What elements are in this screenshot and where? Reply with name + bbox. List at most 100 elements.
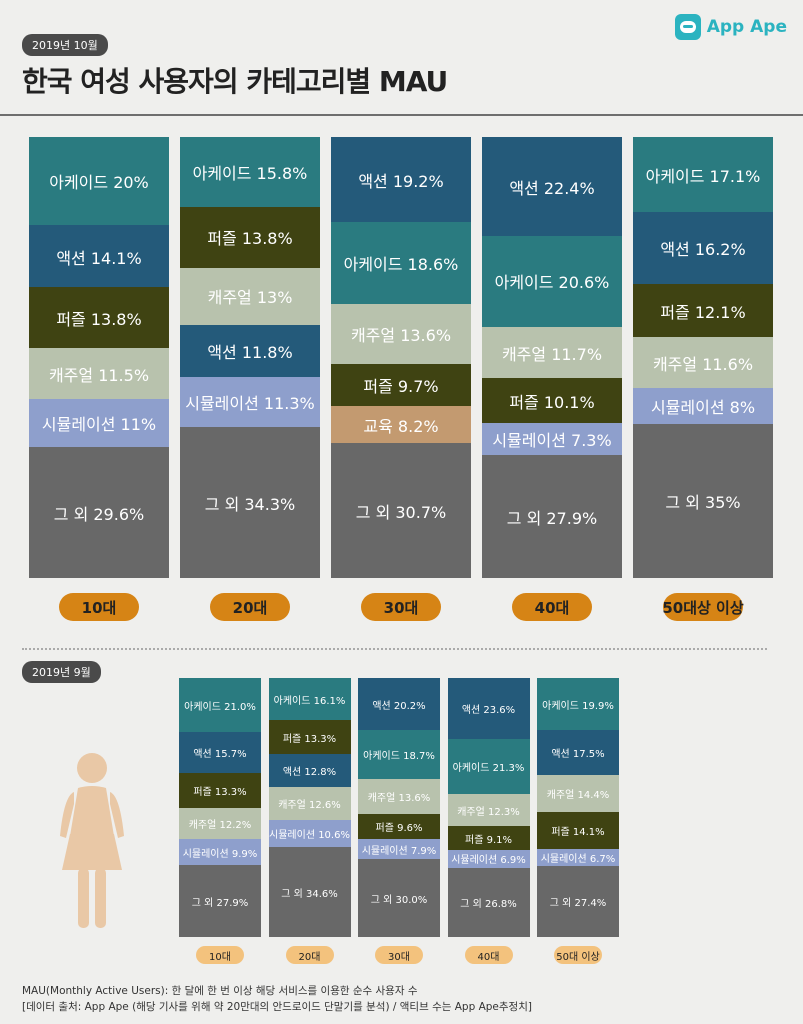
bar-segment-20대-퍼즐: 퍼즐 13.8% xyxy=(180,206,320,269)
segment-label: 그 외 34.6% xyxy=(281,888,338,900)
segment-label: 그 외 27.9% xyxy=(191,897,249,909)
segment-label: 교육 8.2% xyxy=(363,416,439,436)
segment-label: 퍼즐 12.1% xyxy=(660,302,746,322)
bar-segment-30대-캐주얼: 캐주얼 13.6% xyxy=(358,778,440,815)
segment-label: 아케이드 21.0% xyxy=(184,701,256,713)
date-badge-september: 2019년 9월 xyxy=(22,661,101,683)
app-ape-icon xyxy=(674,14,701,40)
age-label-40대: 40대 xyxy=(512,593,592,621)
segment-label: 퍼즐 14.1% xyxy=(551,827,605,839)
brand-logo: App Ape xyxy=(674,14,787,40)
segment-label: 그 외 29.6% xyxy=(53,504,145,524)
segment-label: 캐주얼 12.3% xyxy=(457,806,520,818)
bar-segment-40대-퍼즐: 퍼즐 9.1% xyxy=(447,826,530,851)
title-divider xyxy=(0,114,803,116)
page-title: 한국 여성 사용자의 카테고리별 MAU xyxy=(22,65,448,98)
segment-label: 퍼즐 13.8% xyxy=(207,229,293,249)
bar-segment-30대-아케이드: 아케이드 18.6% xyxy=(331,221,471,305)
segment-label: 시뮬레이션 11.3% xyxy=(185,394,315,414)
segment-label: 캐주얼 12.2% xyxy=(188,820,252,832)
segment-label: 시뮬레이션 9.9% xyxy=(182,848,258,860)
section-divider xyxy=(22,648,767,650)
bar-segment-30대-캐주얼: 캐주얼 13.6% xyxy=(331,303,471,365)
segment-label: 캐주얼 11.6% xyxy=(652,355,754,375)
bar-segment-40대-퍼즐: 퍼즐 10.1% xyxy=(482,378,622,424)
bar-segment-40대-그-외: 그 외 27.9% xyxy=(482,454,622,579)
segment-label: 캐주얼 14.4% xyxy=(546,790,610,802)
bar-segment-40대-그-외: 그 외 26.8% xyxy=(447,867,530,938)
segment-label: 액션 16.2% xyxy=(660,240,746,260)
segment-label: 액션 20.2% xyxy=(372,700,426,712)
bar-segment-30대-퍼즐: 퍼즐 9.6% xyxy=(358,813,440,840)
segment-label: 캐주얼 13.6% xyxy=(367,793,431,805)
segment-label: 시뮬레이션 6.9% xyxy=(451,855,526,867)
bar-segment-20대-시뮬레이션: 시뮬레이션 10.6% xyxy=(268,819,351,848)
woman-icon xyxy=(52,752,132,934)
bar-segment-30대-그-외: 그 외 30.7% xyxy=(331,442,471,579)
segment-label: 액션 11.8% xyxy=(207,343,293,363)
segment-label: 액션 22.4% xyxy=(509,178,595,198)
bar-segment-40대-액션: 액션 23.6% xyxy=(447,678,530,740)
bar-segment-50대-이상-시뮬레이션: 시뮬레이션 6.7% xyxy=(537,848,619,867)
bar-segment-20대-그-외: 그 외 34.6% xyxy=(268,847,351,938)
segment-label: 시뮬레이션 11% xyxy=(41,415,157,435)
age-label-20대: 20대 xyxy=(210,593,290,621)
segment-label: 아케이드 21.3% xyxy=(452,763,525,775)
segment-label: 시뮬레이션 7.9% xyxy=(361,845,437,857)
age-label-10대: 10대 xyxy=(59,593,139,621)
bar-segment-50대-이상-액션: 액션 17.5% xyxy=(537,729,619,776)
segment-label: 퍼즐 13.8% xyxy=(56,310,142,330)
segment-label: 그 외 30.0% xyxy=(370,894,428,906)
bar-segment-50대-이상-캐주얼: 캐주얼 14.4% xyxy=(537,774,619,813)
bar-segment-10대-그-외: 그 외 27.9% xyxy=(179,864,261,938)
bar-segment-50대상-이상-그-외: 그 외 35% xyxy=(633,423,773,579)
bar-segment-20대-퍼즐: 퍼즐 13.3% xyxy=(268,719,351,755)
bar-segment-20대-그-외: 그 외 34.3% xyxy=(180,426,320,579)
segment-label: 아케이드 20% xyxy=(49,173,149,193)
segment-label: 캐주얼 11.7% xyxy=(501,344,603,364)
segment-label: 아케이드 17.1% xyxy=(645,166,761,186)
bar-segment-20대-캐주얼: 캐주얼 13% xyxy=(180,267,320,326)
bar-segment-50대상-이상-캐주얼: 캐주얼 11.6% xyxy=(633,337,773,389)
bar-segment-40대-아케이드: 아케이드 20.6% xyxy=(482,235,622,328)
age-label-50대상-이상: 50대상 이상 xyxy=(662,593,744,621)
segment-label: 시뮬레이션 10.6% xyxy=(269,830,350,842)
bar-segment-50대-이상-그-외: 그 외 27.4% xyxy=(537,866,619,938)
segment-label: 아케이드 19.9% xyxy=(542,700,614,712)
segment-label: 퍼즐 9.6% xyxy=(375,823,423,835)
segment-label: 캐주얼 13% xyxy=(207,288,293,308)
bar-segment-30대-교육: 교육 8.2% xyxy=(331,406,471,444)
bar-segment-10대-액션: 액션 14.1% xyxy=(29,225,169,288)
age-label-30대: 30대 xyxy=(361,593,441,621)
segment-label: 아케이드 16.1% xyxy=(273,695,346,707)
age-label-10대: 10대 xyxy=(196,946,244,964)
brand-name: App Ape xyxy=(706,17,787,37)
bar-segment-30대-아케이드: 아케이드 18.7% xyxy=(358,730,440,780)
date-badge-october: 2019년 10월 xyxy=(22,34,108,56)
segment-label: 아케이드 15.8% xyxy=(192,164,308,184)
footnote-source: [데이터 출처: App Ape (해당 기사를 위해 약 20만대의 안드로이… xyxy=(22,1001,532,1013)
bar-segment-10대-캐주얼: 캐주얼 11.5% xyxy=(29,348,169,400)
segment-label: 시뮬레이션 6.7% xyxy=(540,854,616,866)
bar-segment-20대-아케이드: 아케이드 15.8% xyxy=(180,137,320,208)
footnote-mau: MAU(Monthly Active Users): 한 달에 한 번 이상 해… xyxy=(22,985,418,997)
segment-label: 액션 14.1% xyxy=(56,248,142,268)
bar-segment-40대-캐주얼: 캐주얼 11.7% xyxy=(482,326,622,379)
segment-label: 액션 17.5% xyxy=(551,748,605,760)
segment-label: 액션 15.7% xyxy=(193,749,247,761)
segment-label: 퍼즐 13.3% xyxy=(193,787,247,799)
bar-segment-10대-시뮬레이션: 시뮬레이션 11% xyxy=(29,398,169,448)
segment-label: 그 외 27.4% xyxy=(549,898,607,910)
bar-segment-50대-이상-아케이드: 아케이드 19.9% xyxy=(537,678,619,731)
segment-label: 퍼즐 9.7% xyxy=(363,377,439,397)
bar-segment-40대-시뮬레이션: 시뮬레이션 6.9% xyxy=(447,849,530,869)
bar-segment-10대-캐주얼: 캐주얼 12.2% xyxy=(179,807,261,840)
bar-segment-40대-액션: 액션 22.4% xyxy=(482,137,622,237)
age-label-40대: 40대 xyxy=(464,946,513,964)
segment-label: 액션 19.2% xyxy=(358,171,444,191)
bar-segment-20대-액션: 액션 11.8% xyxy=(180,324,320,378)
segment-label: 아케이드 18.7% xyxy=(363,751,435,763)
bar-segment-30대-시뮬레이션: 시뮬레이션 7.9% xyxy=(358,838,440,860)
segment-label: 캐주얼 12.6% xyxy=(278,800,341,812)
bar-segment-20대-아케이드: 아케이드 16.1% xyxy=(268,678,351,721)
